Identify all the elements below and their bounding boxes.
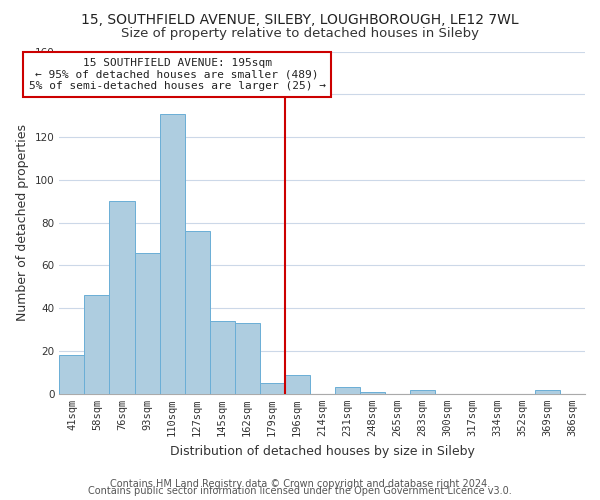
Bar: [360, 392, 385, 394]
Bar: [335, 388, 360, 394]
Bar: [134, 252, 160, 394]
Bar: [160, 114, 185, 394]
Text: 15, SOUTHFIELD AVENUE, SILEBY, LOUGHBOROUGH, LE12 7WL: 15, SOUTHFIELD AVENUE, SILEBY, LOUGHBORO…: [81, 12, 519, 26]
Bar: [535, 390, 560, 394]
Bar: [284, 374, 310, 394]
Bar: [260, 383, 284, 394]
Text: Contains HM Land Registry data © Crown copyright and database right 2024.: Contains HM Land Registry data © Crown c…: [110, 479, 490, 489]
Text: 15 SOUTHFIELD AVENUE: 195sqm
← 95% of detached houses are smaller (489)
5% of se: 15 SOUTHFIELD AVENUE: 195sqm ← 95% of de…: [29, 58, 326, 91]
Text: Contains public sector information licensed under the Open Government Licence v3: Contains public sector information licen…: [88, 486, 512, 496]
Bar: [235, 323, 260, 394]
Y-axis label: Number of detached properties: Number of detached properties: [16, 124, 29, 321]
Bar: [59, 356, 85, 394]
Bar: [410, 390, 435, 394]
Bar: [85, 296, 109, 394]
Text: Size of property relative to detached houses in Sileby: Size of property relative to detached ho…: [121, 28, 479, 40]
Bar: [185, 231, 209, 394]
Bar: [109, 202, 134, 394]
Bar: [209, 321, 235, 394]
X-axis label: Distribution of detached houses by size in Sileby: Distribution of detached houses by size …: [170, 444, 475, 458]
